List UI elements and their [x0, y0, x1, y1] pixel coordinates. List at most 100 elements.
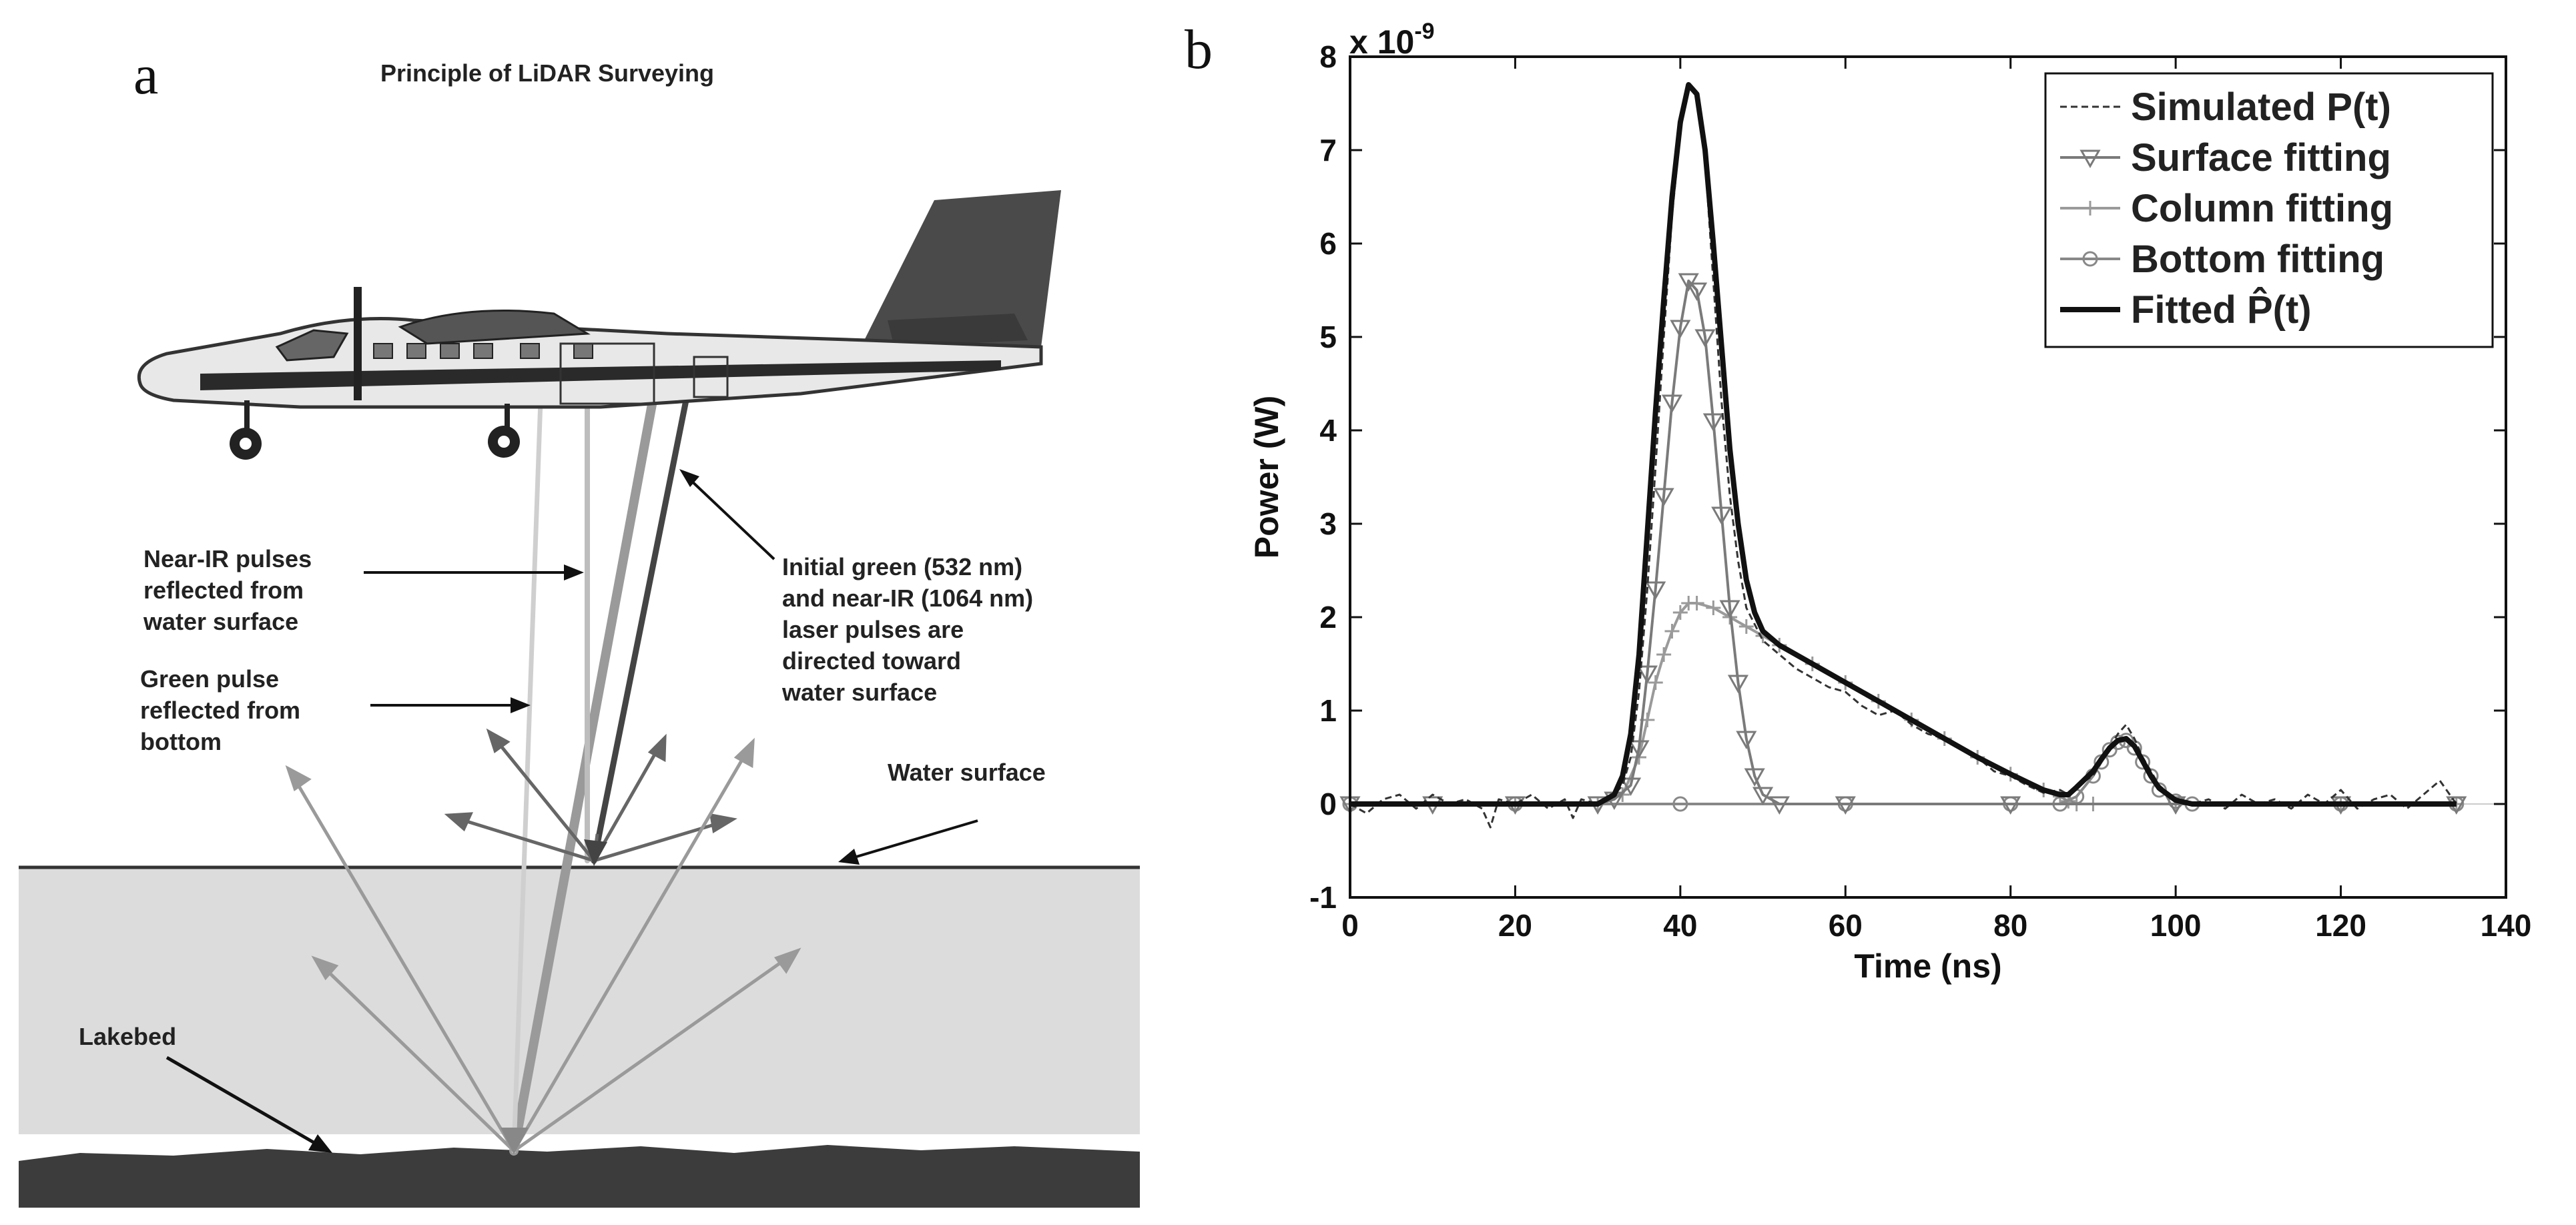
y-tick-label: 1	[1319, 693, 1337, 728]
legend-bottom-fitting-label: Bottom fitting	[2131, 238, 2384, 281]
label-near-ir-line2: reflected from	[143, 576, 304, 604]
panel-a: a Principle of LiDAR Surveying	[19, 44, 1140, 1208]
legend-fitted-label: Fitted P̂(t)	[2131, 288, 2312, 332]
surface-fit-marker	[2000, 796, 2021, 815]
surface-fit-marker	[1628, 740, 1650, 759]
green-beam-down	[509, 389, 659, 1156]
y-scale-exponent-label: x 10-9	[1349, 19, 1435, 61]
bottom-fit-marker	[2126, 740, 2142, 756]
x-tick-label: 0	[1341, 908, 1359, 943]
surface-fit-marker	[1694, 329, 1716, 348]
series-fitted-line	[1350, 82, 2457, 807]
label-initial-line1: Initial green (532 nm)	[782, 553, 1022, 580]
surface-fit-marker	[1736, 731, 1757, 750]
y-tick-label: 2	[1319, 600, 1337, 635]
column-fit-marker	[2083, 201, 2098, 216]
series-bottom-fitting-line	[1350, 739, 2457, 805]
legend-surface-fitting-label: Surface fitting	[2131, 136, 2391, 179]
column-fit-marker	[1664, 624, 1680, 639]
x-tick-label: 140	[2481, 908, 2532, 943]
green-reflected-beam	[511, 398, 543, 1154]
series-column-fitting	[1343, 596, 2464, 811]
label-initial-line2: and near-IR (1064 nm)	[782, 584, 1033, 612]
series-surface-fitting-line	[1350, 280, 2457, 805]
x-axis-title: Time (ns)	[1854, 947, 2001, 985]
y-axis-title: Power (W)	[1248, 396, 1285, 558]
series-simulated	[1349, 83, 2458, 829]
y-scale-exponent-base: x 10	[1349, 23, 1414, 61]
legend-simulated-label: Simulated P(t)	[2131, 85, 2391, 129]
surface-fit-marker	[1768, 796, 1790, 815]
legend-surface-fitting: Surface fitting	[2060, 136, 2391, 179]
laser-beams	[509, 389, 691, 1156]
surface-fit-marker	[1727, 675, 1749, 694]
legend-column-fitting-label: Column fitting	[2131, 187, 2393, 230]
label-water-surface: Water surface	[838, 759, 1046, 865]
surface-beam-arrowhead	[584, 839, 607, 866]
legend-simulated: Simulated P(t)	[2060, 85, 2391, 129]
series-fitted	[1350, 82, 2457, 807]
y-tick-label: 8	[1319, 39, 1337, 74]
surface-fit-marker	[1711, 506, 1732, 526]
plot-frame	[1349, 55, 2507, 899]
panel-a-title: Principle of LiDAR Surveying	[380, 59, 714, 87]
surface-fit-marker	[1702, 413, 1724, 432]
label-initial-pulses: Initial green (532 nm) and near-IR (1064…	[679, 469, 1033, 706]
bottom-beam-arrowhead	[501, 1128, 529, 1154]
panel-b-letter: b	[1185, 19, 1213, 81]
label-near-ir-line3: water surface	[143, 608, 298, 635]
label-initial-line3: laser pulses are	[782, 616, 964, 643]
x-tick-label: 60	[1829, 908, 1863, 943]
x-tick-label: 80	[1993, 908, 2027, 943]
surface-fit-marker	[1719, 600, 1740, 619]
surface-fit-marker	[1645, 581, 1666, 600]
y-tick-label: 5	[1319, 320, 1337, 354]
bottom-fit-marker	[1672, 796, 1688, 812]
column-fit-marker	[1689, 596, 1704, 610]
label-near-ir: Near-IR pulses reflected from water surf…	[143, 545, 584, 635]
surface-fit-marker	[1620, 777, 1642, 797]
column-fit-marker	[1706, 600, 1721, 615]
series-bottom-fitting	[1342, 733, 2465, 812]
column-fit-marker	[1656, 647, 1672, 662]
surface-fit-marker	[1653, 488, 1674, 507]
surface-fit-marker	[2079, 149, 2101, 169]
bottom-fit-marker	[2082, 251, 2098, 267]
surface-fit-marker	[1661, 394, 1683, 414]
surface-fit-marker	[1636, 665, 1658, 685]
incident-dark-beam	[591, 390, 691, 864]
series-surface-fitting	[1339, 273, 2467, 815]
surface-fit-marker	[1678, 273, 1699, 292]
surface-scatter-arrows	[444, 728, 737, 863]
y-scale-exponent-power: -9	[1414, 19, 1434, 44]
surface-fit-marker	[1752, 787, 1774, 806]
series-column-fitting-line	[1350, 602, 2457, 805]
legend: Simulated P(t) Surface fitting Column fitt…	[2044, 72, 2494, 348]
bottom-fit-marker	[2135, 754, 2151, 770]
label-water-surface-text: Water surface	[888, 759, 1046, 786]
series-simulated-line	[1349, 83, 2458, 829]
y-tick-label: -1	[1309, 880, 1337, 915]
panel-a-letter: a	[133, 44, 158, 106]
y-tick-label: 3	[1319, 506, 1337, 541]
x-tick-label: 120	[2315, 908, 2366, 943]
lakebed-ground	[19, 1145, 1140, 1208]
label-green-line3: bottom	[140, 728, 222, 755]
label-green-pulse: Green pulse reflected from bottom	[140, 665, 531, 755]
plot-series	[1339, 82, 2467, 829]
water-body	[19, 867, 1140, 1134]
legend-bottom-fitting: Bottom fitting	[2060, 238, 2384, 281]
airplane	[137, 190, 1061, 460]
label-green-line1: Green pulse	[140, 665, 279, 693]
label-near-ir-line1: Near-IR pulses	[143, 545, 312, 572]
legend-column-fitting: Column fitting	[2060, 187, 2393, 230]
bottom-scatter-arrows	[285, 737, 801, 1153]
x-tick-label: 40	[1663, 908, 1697, 943]
label-lakebed: Lakebed	[79, 1023, 332, 1153]
surface-fit-marker	[1744, 768, 1765, 787]
surface-fit-marker	[1835, 796, 1856, 815]
label-initial-line4: directed toward	[782, 647, 961, 675]
